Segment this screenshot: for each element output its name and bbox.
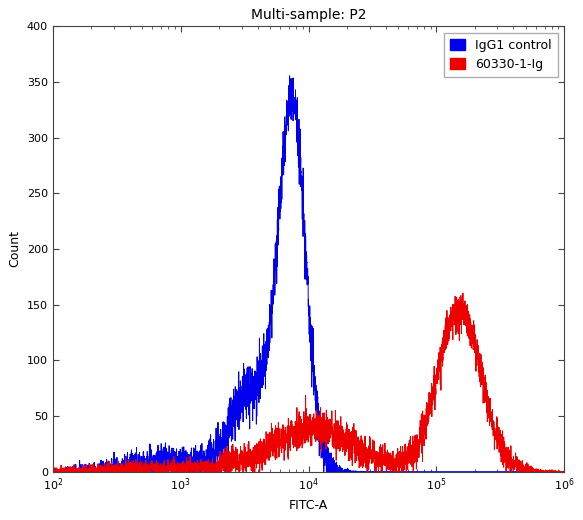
IgG1 control — [268, 293, 275, 300]
IgG1 control — [421, 469, 428, 475]
IgG1 control — [264, 342, 271, 348]
X-axis label: FITC-A: FITC-A — [289, 499, 328, 512]
IgG1 control — [50, 469, 57, 475]
IgG1 control — [520, 469, 527, 475]
IgG1 control — [545, 469, 552, 475]
60330-1-Ig — [520, 462, 527, 469]
60330-1-Ig — [293, 421, 300, 427]
60330-1-Ig — [50, 467, 57, 474]
Legend: IgG1 control, 60330-1-Ig: IgG1 control, 60330-1-Ig — [444, 33, 558, 77]
60330-1-Ig — [264, 450, 271, 457]
Y-axis label: Count: Count — [8, 230, 22, 267]
60330-1-Ig — [268, 437, 275, 444]
60330-1-Ig — [421, 414, 428, 420]
Title: Multi-sample: P2: Multi-sample: P2 — [251, 8, 366, 22]
60330-1-Ig — [50, 469, 57, 475]
IgG1 control — [561, 469, 568, 475]
60330-1-Ig — [545, 468, 552, 474]
IgG1 control — [50, 468, 57, 474]
Line: 60330-1-Ig: 60330-1-Ig — [53, 293, 564, 472]
60330-1-Ig — [561, 469, 568, 475]
IgG1 control — [293, 98, 300, 104]
IgG1 control — [286, 73, 293, 79]
60330-1-Ig — [459, 290, 466, 296]
Line: IgG1 control: IgG1 control — [53, 76, 564, 472]
